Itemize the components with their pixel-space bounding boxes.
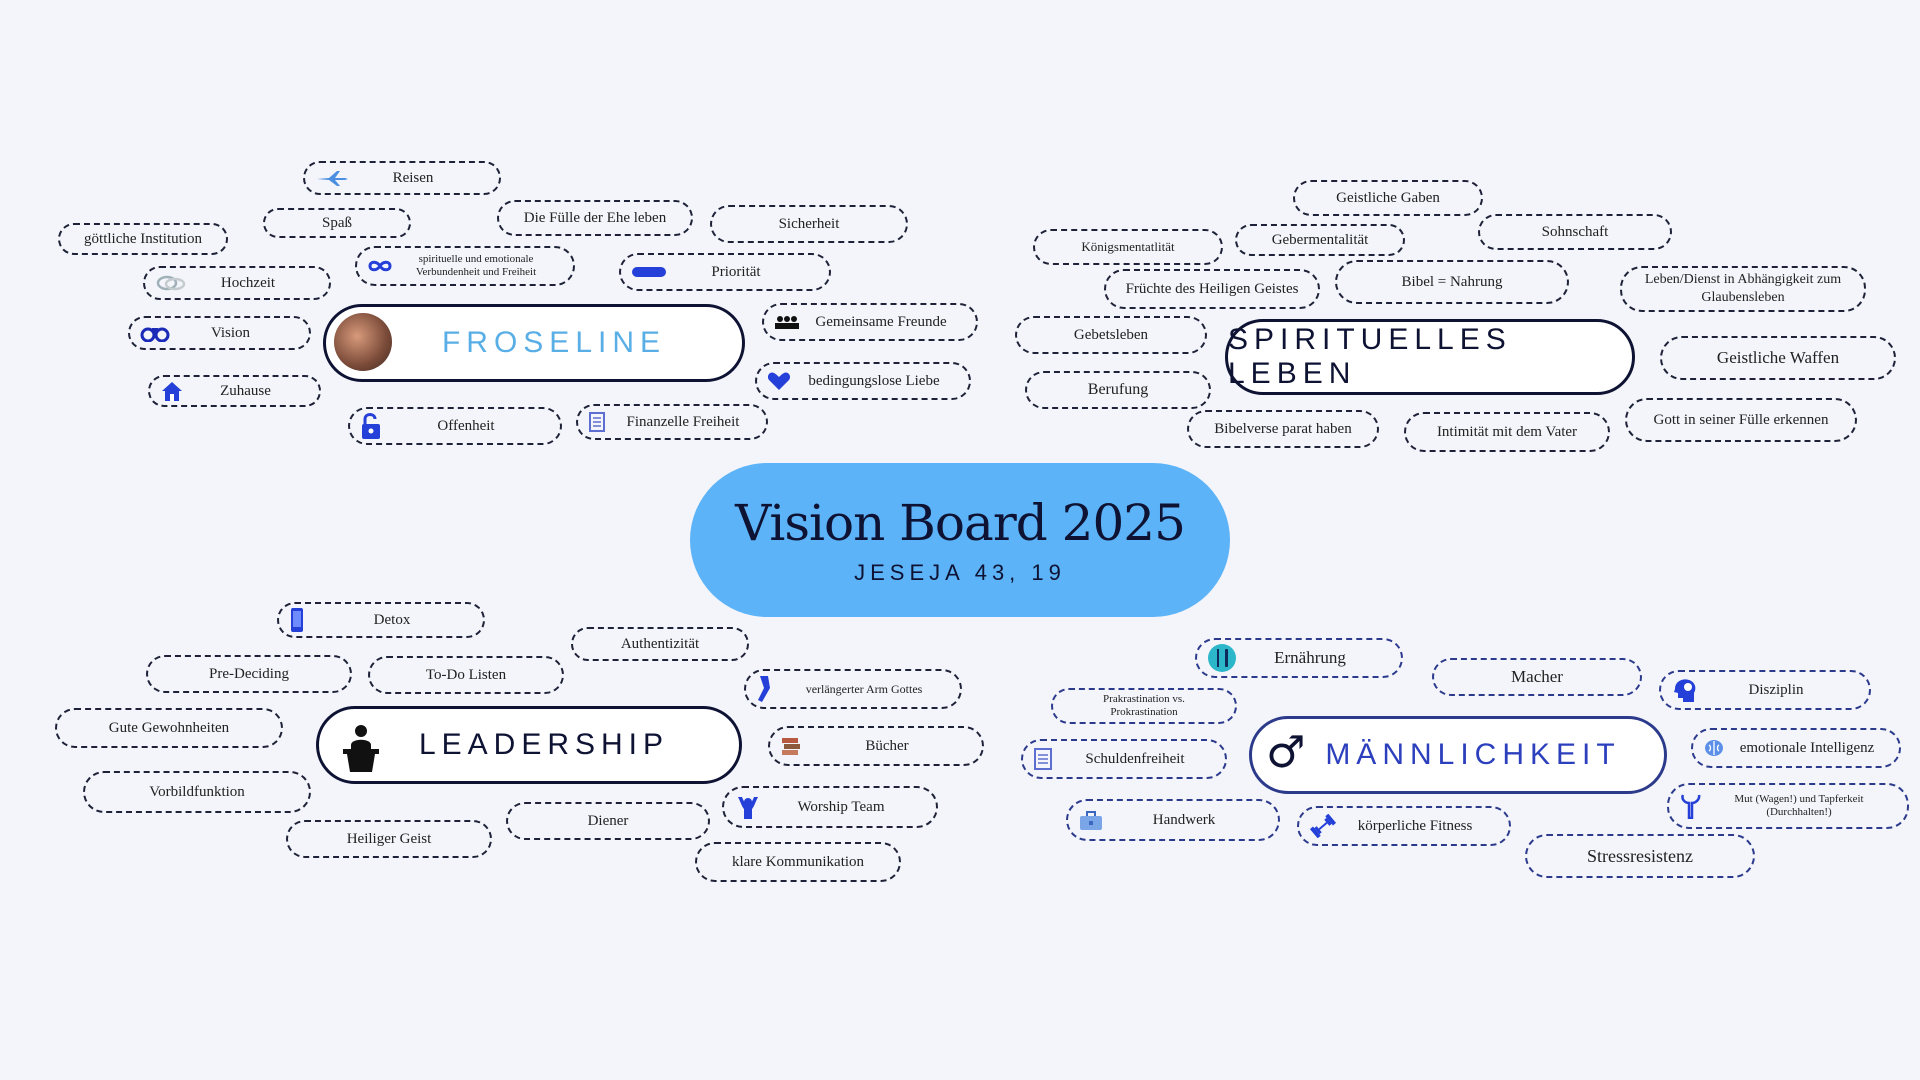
node-intimitaet-mit-dem-vater[interactable]: Intimität mit dem Vater (1404, 412, 1610, 452)
node-fruechte-des-heiligen-geistes[interactable]: Früchte des Heiligen Geistes (1104, 269, 1320, 309)
binoculars-icon (140, 324, 170, 342)
node-spirituelle-verbundenheit[interactable]: spirituelle und emotionale Verbundenheit… (355, 246, 575, 286)
node-ernaehrung[interactable]: Ernährung (1195, 638, 1403, 678)
node-schuldenfreiheit[interactable]: Schuldenfreiheit (1021, 739, 1227, 779)
node-gebetsleben[interactable]: Gebetsleben (1015, 316, 1207, 354)
couple-photo-avatar (334, 313, 392, 371)
node-bedingungslose-liebe[interactable]: bedingungslose Liebe (755, 362, 971, 400)
node-reisen[interactable]: Reisen (303, 161, 501, 195)
brain-icon (1703, 738, 1725, 758)
brain-head-icon (1671, 677, 1699, 703)
document-icon (1033, 748, 1053, 770)
node-authentizitaet[interactable]: Authentizität (571, 627, 749, 661)
pill-capsule-icon (631, 265, 667, 279)
node-klare-kommunikation[interactable]: klare Kommunikation (695, 842, 901, 882)
hub-leadership[interactable]: LEADERSHIP (316, 706, 742, 784)
node-sicherheit[interactable]: Sicherheit (710, 205, 908, 243)
node-gebermentalitaet[interactable]: Gebermentalität (1235, 224, 1405, 256)
node-detox[interactable]: Detox (277, 602, 485, 638)
node-todo-listen[interactable]: To-Do Listen (368, 656, 564, 694)
toolbox-icon (1078, 809, 1104, 831)
arm-icon (756, 674, 774, 704)
hub-maennlichkeit[interactable]: ♂ MÄNNLICHKEIT (1249, 716, 1667, 794)
node-emotionale-intelligenz[interactable]: emotionale Intelligenz (1691, 728, 1901, 768)
hub-spirituelles-leben[interactable]: SPIRITUELLES LEBEN (1225, 319, 1635, 395)
node-vision[interactable]: Vision (128, 316, 311, 350)
node-sohnschaft[interactable]: Sohnschaft (1478, 214, 1672, 250)
node-bibel-nahrung[interactable]: Bibel = Nahrung (1335, 260, 1569, 304)
books-icon (780, 735, 802, 757)
node-heiliger-geist[interactable]: Heiliger Geist (286, 820, 492, 858)
node-offenheit[interactable]: Offenheit (348, 407, 562, 445)
hub-froseline[interactable]: FROSELINE (323, 304, 745, 382)
heart-icon (767, 371, 791, 391)
friends-group-icon (774, 314, 800, 330)
speaker-podium-icon (339, 723, 383, 781)
node-mut-und-tapferkeit[interactable]: Mut (Wagen!) und Tapferkeit (Durchhalten… (1667, 783, 1909, 829)
hub-leadership-label: LEADERSHIP (418, 728, 670, 761)
node-gott-in-seiner-fuelle[interactable]: Gott in seiner Fülle erkennen (1625, 398, 1857, 442)
node-gute-gewohnheiten[interactable]: Gute Gewohnheiten (55, 708, 283, 748)
hub-maennlichkeit-label: MÄNNLICHKEIT (1325, 738, 1621, 771)
node-stressresistenz[interactable]: Stressresistenz (1525, 834, 1755, 878)
node-koerperliche-fitness[interactable]: körperliche Fitness (1297, 806, 1511, 846)
node-worship-team[interactable]: Worship Team (722, 786, 938, 828)
hub-spirituelles-leben-label: SPIRITUELLES LEBEN (1228, 323, 1512, 390)
node-geistliche-waffen[interactable]: Geistliche Waffen (1660, 336, 1896, 380)
worship-raised-hands-icon (734, 793, 762, 821)
node-berufung[interactable]: Berufung (1025, 371, 1211, 409)
infinity-icon (367, 259, 393, 273)
dumbbell-icon (1309, 814, 1337, 838)
node-spass[interactable]: Spaß (263, 208, 411, 238)
node-goettliche-institution[interactable]: göttliche Institution (58, 223, 228, 255)
male-symbol-icon: ♂ (1266, 727, 1306, 778)
house-icon (160, 380, 184, 402)
node-pre-deciding[interactable]: Pre-Deciding (146, 655, 352, 693)
node-koenigsmentalitaet[interactable]: Königsmentatlität (1033, 229, 1223, 265)
node-vorbildfunktion[interactable]: Vorbildfunktion (83, 771, 311, 813)
node-leben-dienst[interactable]: Leben/Dienst in Abhängigkeit zum Glauben… (1620, 266, 1866, 312)
vision-board-title-block: Vision Board 2025 JESEJA 43, 19 (690, 463, 1230, 617)
wedding-rings-icon (155, 275, 187, 291)
node-handwerk[interactable]: Handwerk (1066, 799, 1280, 841)
hub-froseline-label: FROSELINE (441, 326, 667, 359)
node-finanzielle-freiheit[interactable]: Finanzelle Freiheit (576, 404, 768, 440)
node-gemeinsame-freunde[interactable]: Gemeinsame Freunde (762, 303, 978, 341)
node-fuelle-der-ehe[interactable]: Die Fülle der Ehe leben (497, 200, 693, 236)
node-geistliche-gaben[interactable]: Geistliche Gaben (1293, 180, 1483, 216)
node-diener[interactable]: Diener (506, 802, 710, 840)
node-bibelverse-parat[interactable]: Bibelverse parat haben (1187, 410, 1379, 448)
node-buecher[interactable]: Bücher (768, 726, 984, 766)
board-title: Vision Board 2025 (735, 494, 1186, 552)
smartphone-icon (289, 607, 305, 633)
board-subtitle: JESEJA 43, 19 (854, 560, 1066, 585)
tools-icon (1679, 793, 1703, 819)
node-zuhause[interactable]: Zuhause (148, 375, 321, 407)
airplane-icon (315, 169, 349, 187)
node-prioritaet[interactable]: Priorität (619, 253, 831, 291)
node-hochzeit[interactable]: Hochzeit (143, 266, 331, 300)
document-icon (588, 412, 606, 432)
node-macher[interactable]: Macher (1432, 658, 1642, 696)
node-verlaengerter-arm-gottes[interactable]: verlängerter Arm Gottes (744, 669, 962, 709)
node-prakrastination[interactable]: Prakrastination vs. Prokrastination (1051, 688, 1237, 724)
unlocked-padlock-icon (360, 412, 382, 440)
cutlery-icon (1207, 643, 1237, 673)
node-disziplin[interactable]: Disziplin (1659, 670, 1871, 710)
